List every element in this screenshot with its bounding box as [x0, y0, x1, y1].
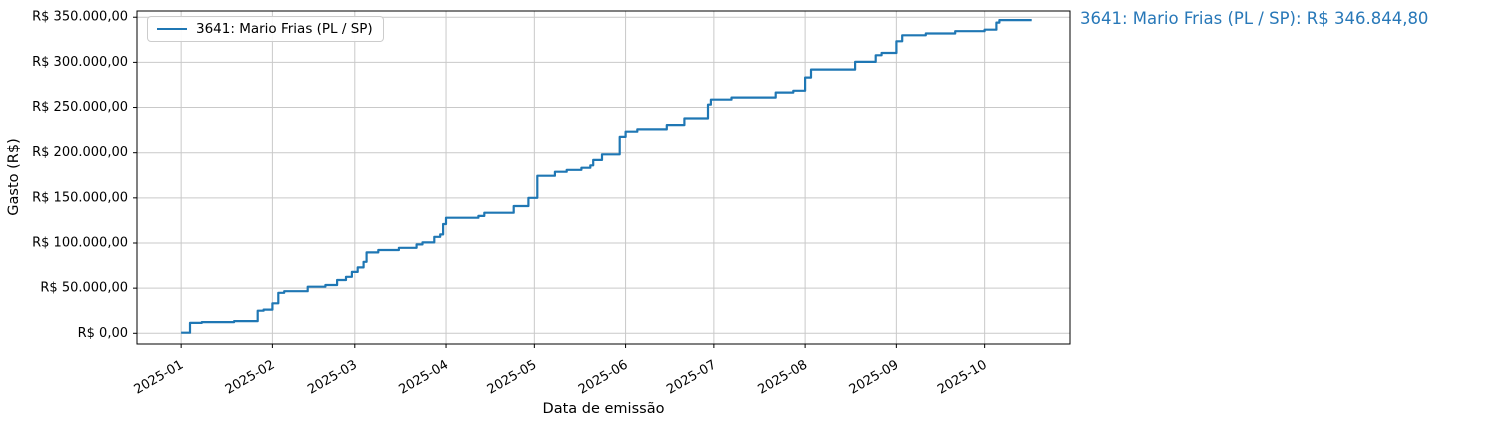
y-tick-label: R$ 250.000,00 — [32, 100, 128, 115]
x-tick-label: 2025-05 — [485, 357, 540, 397]
x-tick-label: 2025-10 — [935, 357, 990, 397]
y-tick-label: R$ 150.000,00 — [32, 190, 128, 205]
y-tick-label: R$ 100.000,00 — [32, 235, 128, 250]
y-tick-label: R$ 300.000,00 — [32, 55, 128, 70]
y-axis-title: Gasto (R$) — [6, 138, 22, 216]
x-axis-title: Data de emissão — [542, 401, 665, 417]
x-tick-label: 2025-03 — [305, 357, 360, 397]
y-tick-label: R$ 0,00 — [78, 326, 128, 341]
plot-border — [136, 10, 1071, 345]
y-tick-label: R$ 200.000,00 — [32, 145, 128, 160]
x-tick-label: 2025-04 — [396, 357, 451, 397]
x-tick-label: 2025-09 — [847, 357, 902, 397]
x-tick-label: 2025-07 — [664, 357, 719, 397]
x-tick-label: 2025-01 — [132, 357, 187, 397]
y-tick-label: R$ 350.000,00 — [32, 10, 128, 25]
legend-label: 3641: Mario Frias (PL / SP) — [196, 21, 373, 37]
y-tick-label: R$ 50.000,00 — [40, 281, 128, 296]
x-tick-label: 2025-08 — [756, 357, 811, 397]
legend: 3641: Mario Frias (PL / SP) — [147, 16, 384, 42]
x-tick-label: 2025-02 — [223, 357, 278, 397]
series-total-annotation: 3641: Mario Frias (PL / SP): R$ 346.844,… — [1080, 9, 1429, 28]
legend-line-swatch — [157, 28, 187, 30]
x-tick-label: 2025-06 — [576, 357, 631, 397]
data-line — [181, 19, 1032, 334]
